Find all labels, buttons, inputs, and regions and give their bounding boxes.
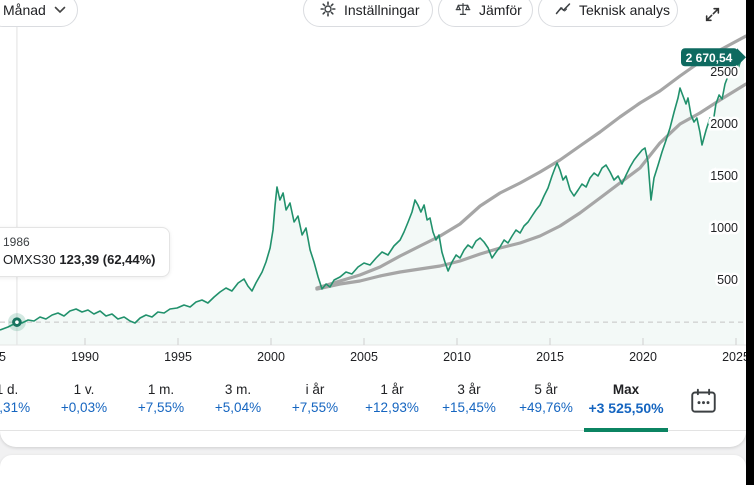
custom-date-button[interactable] <box>688 388 718 418</box>
period-tab-max[interactable]: Max +3 525,50% <box>588 381 663 417</box>
toolbar-button-teknisk-analys[interactable]: Teknisk analys <box>538 0 678 27</box>
period-change-value: +12,93% <box>365 400 419 415</box>
period-selector: 1 d. +0,31% 1 v. +0,03% 1 m. +7,55% 3 m. +5,04%… <box>0 374 746 432</box>
tooltip-date: 1986 <box>3 235 30 249</box>
badge-body <box>681 48 738 67</box>
period-label: 1 m. <box>147 382 175 397</box>
badge-arrow-tip <box>737 48 746 67</box>
period-change-value: +7,55% <box>137 400 185 415</box>
expand-icon <box>705 7 719 21</box>
selected-period-underline <box>584 428 668 432</box>
expand-chart-button[interactable] <box>700 2 724 26</box>
toolbar-button-inst-llningar[interactable]: Inställningar <box>303 0 433 27</box>
x-axis-label: 2015 <box>536 350 564 364</box>
last-price-badge: 2 670,54 <box>681 48 746 67</box>
period-tab-3-år[interactable]: 3 år +15,45% <box>442 381 496 417</box>
period-label: i år <box>305 382 325 397</box>
tooltip-value-row: OMXS30 123,39 (62,44%) <box>3 252 169 267</box>
period-tab-1-år[interactable]: 1 år +12,93% <box>365 381 419 417</box>
x-axis-label: 2020 <box>629 350 657 364</box>
y-axis-label: 2000 <box>710 117 738 131</box>
x-axis-label: 1990 <box>71 350 99 364</box>
period-change-value: +3 525,50% <box>588 400 664 416</box>
period-change-value: +49,76% <box>519 400 573 415</box>
period-label: 1 d. <box>0 382 19 397</box>
period-change-value: +15,45% <box>442 400 496 415</box>
price-line-series <box>0 51 745 331</box>
period-label: 1 v. <box>73 382 95 397</box>
tooltip-change: (62,44%) <box>102 252 156 267</box>
toolbar-button-label: Jämför <box>479 2 522 18</box>
trend-icon <box>555 2 571 19</box>
price-area-fill <box>0 52 744 345</box>
toolbar-button-j-mf-r[interactable]: Jämför <box>438 0 533 27</box>
badge-price-text: 2 670,54 <box>686 51 733 65</box>
x-axis-label: 2000 <box>257 350 285 364</box>
x-axis-label: 2005 <box>350 350 378 364</box>
chevron-down-icon <box>54 6 66 14</box>
gear-icon <box>320 0 336 20</box>
chart-tooltip: 1986 OMXS30 123,39 (62,44%) <box>0 227 170 277</box>
period-label: 3 m. <box>224 382 252 397</box>
period-tab-1-v[interactable]: 1 v. +0,03% <box>61 381 107 417</box>
x-axis-label: 2010 <box>443 350 471 364</box>
period-label: 1 år <box>380 382 404 397</box>
x-axis-label: 1995 <box>164 350 192 364</box>
toolbar-button-label: Inställningar <box>344 2 420 18</box>
period-tab-i-år[interactable]: i år +7,55% <box>292 381 338 417</box>
tooltip-price: 123,39 <box>59 252 100 267</box>
trend-channel-upper-line <box>315 34 746 290</box>
calendar-icon <box>690 388 716 413</box>
y-axis-label: 500 <box>717 273 738 287</box>
interval-label: Månad <box>3 2 46 18</box>
period-label: Max <box>612 382 640 397</box>
period-tab-5-år[interactable]: 5 år +49,76% <box>519 381 573 417</box>
hover-marker-center <box>15 320 19 324</box>
x-axis-label: 1985 <box>0 350 6 364</box>
period-tab-3-m[interactable]: 3 m. +5,04% <box>215 381 261 417</box>
toolbar-button-label: Teknisk analys <box>579 2 671 18</box>
y-axis-label: 1000 <box>710 221 738 235</box>
period-label: 3 år <box>457 382 481 397</box>
trend-channel-lower-line <box>315 82 746 291</box>
interval-dropdown[interactable]: Månad <box>0 0 78 27</box>
tooltip-instrument: OMXS30 <box>3 252 56 267</box>
next-section-card <box>0 455 746 485</box>
period-change-value: +0,31% <box>0 400 31 415</box>
y-axis-label: 1500 <box>710 169 738 183</box>
period-change-value: +7,55% <box>291 400 339 415</box>
period-tab-1-d[interactable]: 1 d. +0,31% <box>0 381 30 417</box>
period-tab-1-m[interactable]: 1 m. +7,55% <box>138 381 184 417</box>
scales-icon <box>455 1 471 20</box>
period-change-value: +0,03% <box>60 400 108 415</box>
y-axis-label: 2500 <box>710 65 738 79</box>
period-label: 5 år <box>534 382 558 397</box>
period-change-value: +5,04% <box>214 400 262 415</box>
